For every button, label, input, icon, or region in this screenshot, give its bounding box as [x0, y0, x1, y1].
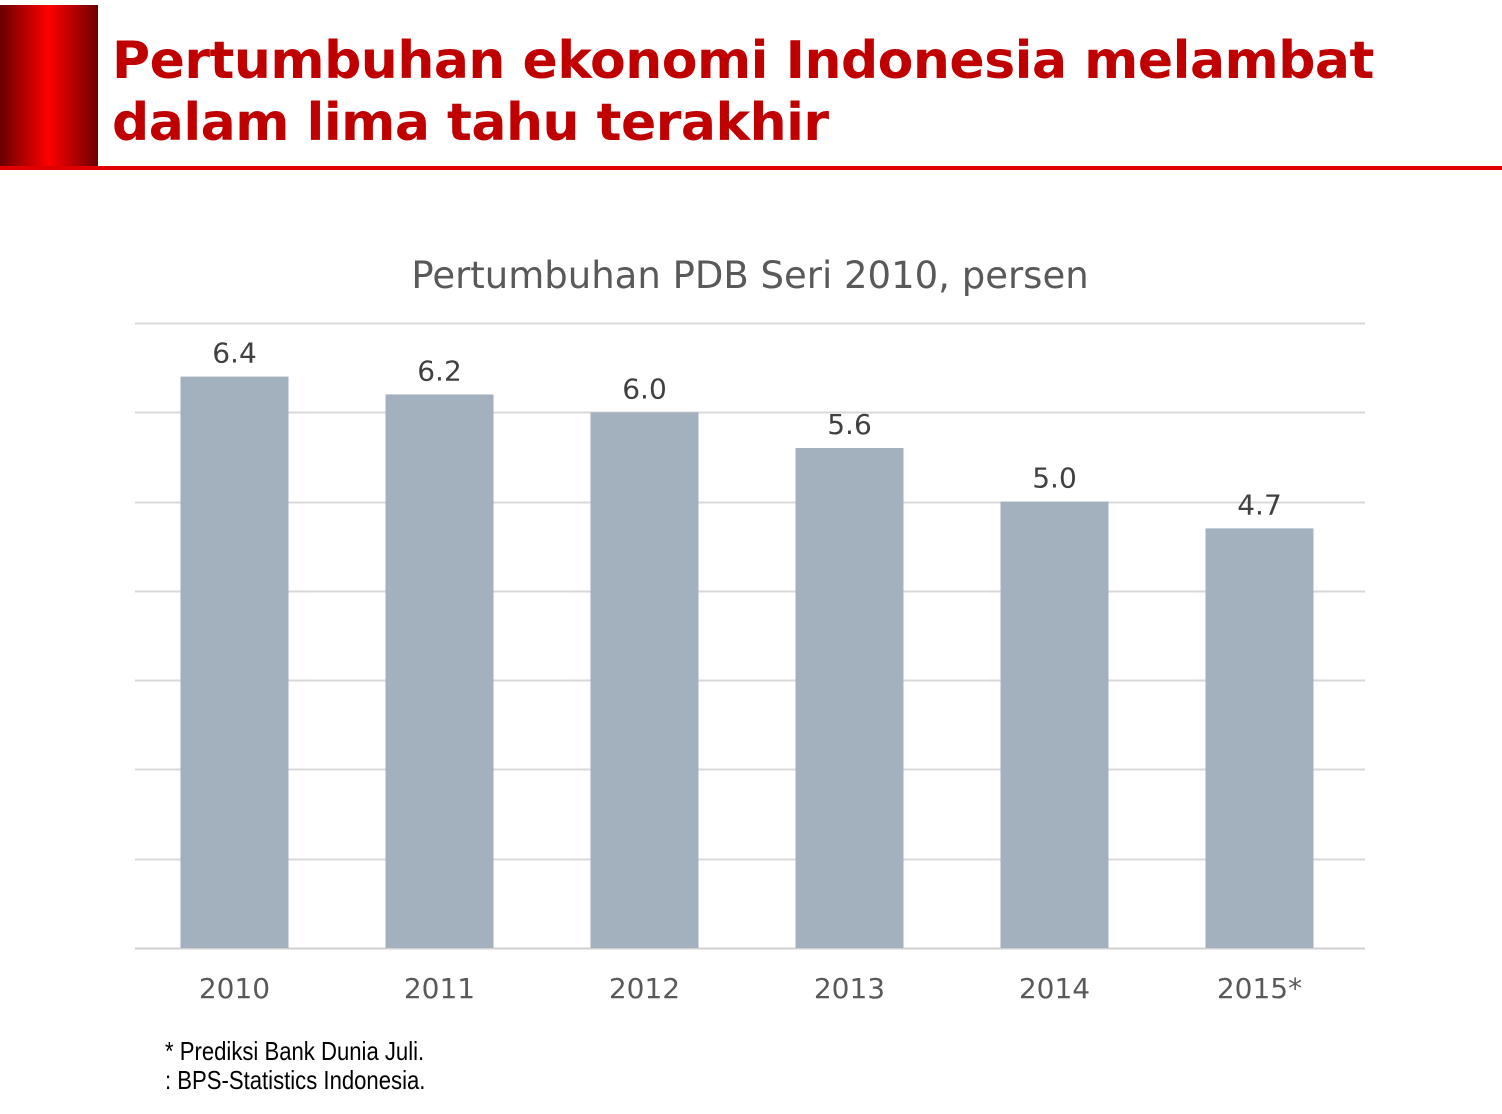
data-label: 6.2 [417, 354, 462, 387]
bar-2014 [1000, 501, 1109, 948]
footnote-prediction: * Prediksi Bank Dunia Juli. [165, 1036, 425, 1066]
gridlines [135, 322, 1365, 950]
x-tick-label: 2014 [1019, 972, 1090, 1005]
x-tick-label: 2011 [404, 972, 475, 1005]
bars [180, 376, 1314, 949]
bar-2012 [590, 412, 699, 948]
x-tick-label: 2010 [199, 972, 270, 1005]
data-label: 6.4 [212, 337, 257, 370]
x-tick-label: 2015* [1217, 972, 1302, 1005]
x-tick-label: 2013 [814, 972, 885, 1005]
footnote-source: : BPS-Statistics Indonesia. [165, 1065, 426, 1095]
bar-2013 [795, 448, 904, 948]
bar-2015* [1205, 528, 1314, 948]
slide-title-line-2: dalam lima tahu terakhir [112, 93, 829, 153]
title-divider [0, 166, 1502, 170]
bar-2010 [180, 376, 289, 949]
title-accent-bar [0, 5, 98, 168]
bar-2011 [385, 394, 494, 948]
x-tick-label: 2012 [609, 972, 680, 1005]
x-axis-tick-labels: 2010 2011 2012 2013 2014 2015* [199, 972, 1302, 1005]
data-label: 5.0 [1032, 462, 1077, 495]
data-label: 5.6 [827, 408, 872, 441]
slide-title: Pertumbuhan ekonomi Indonesia melambat d… [112, 30, 1374, 154]
chart-title: Pertumbuhan PDB Seri 2010, persen [411, 254, 1088, 297]
data-label: 4.7 [1237, 488, 1282, 521]
slide-title-line-1: Pertumbuhan ekonomi Indonesia melambat [112, 31, 1374, 91]
data-labels: 6.4 6.2 6.0 5.6 5.0 4.7 [212, 337, 1282, 522]
data-label: 6.0 [622, 372, 667, 405]
